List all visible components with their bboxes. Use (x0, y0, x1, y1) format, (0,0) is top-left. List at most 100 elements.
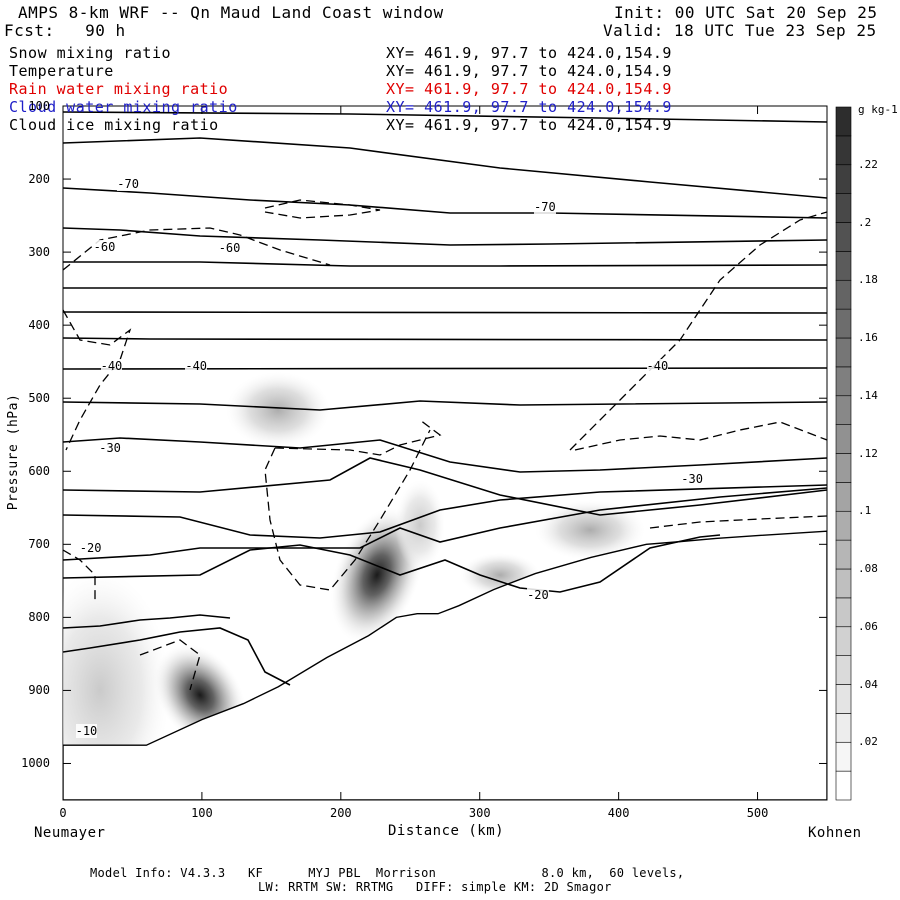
snow-mixing-contour (264, 199, 381, 219)
colorbar-swatch (835, 510, 852, 541)
temperature-contour-label: -40 (646, 359, 669, 374)
colorbar-tick-label: .16 (858, 331, 878, 344)
snow-mixing-contour (264, 429, 431, 591)
y-axis (63, 105, 827, 764)
snow-mixing-contour (574, 421, 827, 451)
y-tick-label: 1000 (21, 756, 50, 771)
temperature-contour (63, 487, 827, 561)
temperature-contour (63, 137, 827, 199)
snow-shading-region (63, 570, 170, 800)
temperature-contour (63, 367, 827, 370)
x-tick-label: 500 (746, 806, 769, 820)
left-endpoint-label: Neumayer (34, 825, 106, 841)
snow-mixing-contour (649, 515, 827, 529)
temperature-contour-label: -60 (218, 240, 241, 255)
colorbar-swatch (835, 626, 852, 656)
y-tick-label: 100 (28, 99, 50, 113)
temperature-contour (63, 614, 231, 629)
colorbar-swatch (835, 655, 852, 685)
colorbar (835, 106, 852, 801)
colorbar-swatch (835, 597, 852, 628)
colorbar-swatch (835, 251, 852, 281)
terrain-profile (63, 530, 827, 800)
temperature-contour (63, 261, 827, 267)
colorbar-swatch (835, 279, 852, 310)
temperature-contour (63, 457, 827, 516)
colorbar-swatch (835, 164, 852, 194)
colorbar-swatch (835, 222, 852, 252)
temperature-contour (63, 311, 827, 314)
temperature-contour-label: -40 (185, 359, 208, 374)
legend-coordinates: XY= 461.9, 97.7 to 424.0,154.9 (386, 98, 672, 116)
legend-coordinates: XY= 461.9, 97.7 to 424.0,154.9 (386, 80, 672, 98)
colorbar-swatch (835, 453, 852, 483)
temperature-contour (63, 337, 827, 341)
legend-label: Cloud ice mixing ratio (9, 116, 219, 134)
x-axis (62, 106, 759, 800)
colorbar-tick-label: .18 (858, 273, 878, 287)
colorbar-swatch (835, 684, 852, 714)
colorbar-tick-label: .04 (858, 677, 878, 691)
colorbar-tick-label: .08 (858, 562, 878, 575)
colorbar-unit: g kg-1 (858, 103, 898, 116)
legend-coordinates: XY= 461.9, 97.7 to 424.0,154.9 (386, 62, 672, 80)
colorbar-tick-label: .06 (858, 619, 878, 633)
y-tick-label: 400 (28, 318, 50, 333)
y-axis-label: Pressure (hPa) (6, 393, 21, 511)
legend-coordinates: XY= 461.9, 97.7 to 424.0,154.9 (386, 44, 672, 62)
temperature-contour (63, 400, 827, 411)
colorbar-swatch (835, 568, 852, 599)
legend-label: Cloud water mixing ratio (9, 98, 238, 116)
snow-shading-region (395, 480, 445, 570)
temperature-contour-label: -60 (93, 239, 116, 254)
temperature-contour-label: -30 (99, 440, 121, 455)
x-tick-label: 200 (329, 806, 352, 820)
colorbar-swatch (835, 741, 852, 772)
y-tick-label: 600 (28, 464, 50, 479)
x-tick-label: 0 (59, 806, 67, 820)
snow-shading-region (535, 500, 645, 560)
legend-label: Snow mixing ratio (9, 44, 172, 62)
y-tick-label: 300 (28, 245, 50, 260)
temperature-contour (63, 111, 827, 123)
model-physics: LW: RRTM SW: RRTMG DIFF: simple KM: 2D S… (258, 880, 612, 894)
colorbar-swatch (835, 424, 852, 454)
temperature-contour (63, 534, 721, 593)
colorbar-tick-label: .12 (858, 446, 878, 460)
temperature-contour (63, 437, 827, 473)
snow-mixing-contour (274, 419, 442, 456)
temperature-contour-label: -20 (79, 540, 102, 555)
colorbar-swatch (835, 539, 852, 570)
colorbar-swatch (835, 337, 852, 368)
temperature-contour (63, 187, 827, 219)
colorbar-tick-label: .02 (858, 735, 878, 749)
x-axis-label: Distance (km) (388, 823, 505, 839)
colorbar-swatch (835, 770, 852, 801)
x-tick-label: 300 (468, 806, 491, 820)
right-endpoint-label: Kohnen (808, 825, 862, 841)
legend-label: Temperature (9, 62, 114, 80)
colorbar-tick-label: .1 (858, 504, 872, 518)
x-tick-label: 100 (191, 806, 213, 820)
legend-label: Rain water mixing ratio (9, 80, 229, 98)
x-tick-label: 400 (607, 806, 630, 820)
colorbar-swatch (835, 135, 852, 166)
temperature-contour-label: -10 (75, 723, 98, 738)
snow-shading (63, 372, 645, 800)
snow-mixing-contour (63, 549, 96, 600)
snow-mixing-contour (569, 211, 827, 451)
snow-mixing-contour (139, 639, 201, 691)
colorbar-swatch (835, 713, 852, 743)
model-info: Model Info: V4.3.3 KF MYJ PBL Morrison 8… (90, 866, 685, 880)
chart-title: AMPS 8-km WRF -- Qn Maud Land Coast wind… (18, 3, 444, 22)
y-tick-label: 200 (28, 172, 50, 187)
colorbar-swatch (835, 366, 852, 397)
snow-shading-upper (226, 372, 330, 448)
y-tick-label: 700 (28, 537, 50, 552)
temperature-contour-label: -70 (534, 199, 556, 214)
colorbar-tick-label: .2 (858, 215, 872, 229)
init-time: Init: 00 UTC Sat 20 Sep 25 (614, 3, 878, 22)
colorbar-swatch (835, 193, 852, 223)
colorbar-swatch (835, 482, 852, 512)
